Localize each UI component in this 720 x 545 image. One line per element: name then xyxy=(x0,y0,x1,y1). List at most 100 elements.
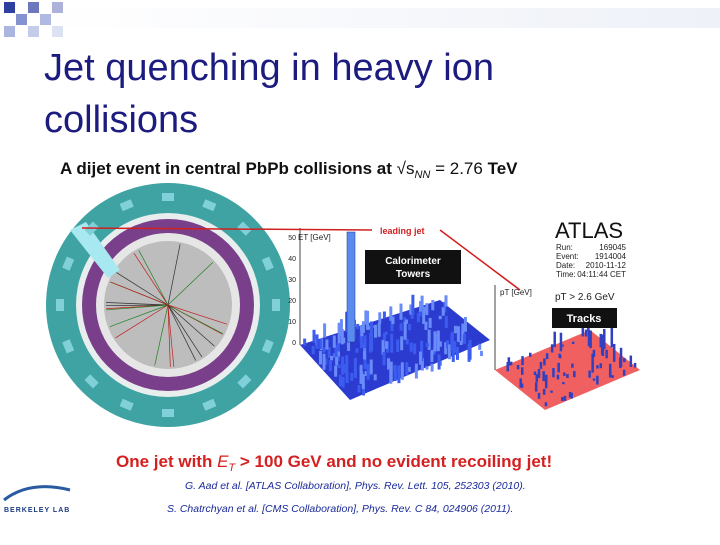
tower xyxy=(430,363,434,372)
chamber xyxy=(237,374,252,389)
track xyxy=(115,271,169,306)
tower xyxy=(382,311,386,319)
atlas-info-value: 04:11:44 CET xyxy=(577,270,626,279)
calorimeter-text: Calorimeter xyxy=(385,256,441,267)
checker-square xyxy=(40,14,51,25)
track-bar xyxy=(559,332,563,352)
track xyxy=(110,281,169,306)
tower xyxy=(389,361,393,382)
tower xyxy=(397,365,401,384)
tower xyxy=(360,326,364,337)
track-bar xyxy=(544,402,548,407)
track-bar xyxy=(629,355,633,367)
calo-tick-label: 30 xyxy=(288,277,296,284)
track-bar xyxy=(552,368,555,378)
chamber xyxy=(56,299,64,311)
chamber xyxy=(62,339,75,354)
tower xyxy=(334,365,338,377)
tower xyxy=(441,307,445,316)
tower xyxy=(330,355,334,361)
title-line-2: collisions xyxy=(44,99,198,141)
tower xyxy=(303,338,307,346)
track-bar xyxy=(519,378,522,388)
chamber xyxy=(119,199,134,212)
track-bar xyxy=(596,375,599,385)
chamber xyxy=(272,299,280,311)
atlas-info-value: 2010-11-12 xyxy=(586,261,627,270)
atlas-info: Run: 169045 Event: 1914004 Date: 2010-11-12 Ti… xyxy=(556,243,627,279)
tower xyxy=(399,303,403,320)
checker-square xyxy=(4,26,15,37)
checker-square xyxy=(28,26,39,37)
track-lines xyxy=(105,244,228,367)
tower xyxy=(391,316,395,325)
track-bar xyxy=(599,333,603,348)
tower xyxy=(405,319,409,324)
callout-arrow xyxy=(81,227,373,231)
track-bar xyxy=(533,371,537,376)
track xyxy=(167,304,215,347)
track-bar xyxy=(573,371,576,378)
heading-unit: TeV xyxy=(488,159,519,178)
tower xyxy=(322,353,326,370)
tower xyxy=(425,303,429,316)
heading-text: A dijet event in central PbPb collisions… xyxy=(60,159,392,178)
tower xyxy=(345,311,349,333)
track-bar xyxy=(557,362,560,373)
tower xyxy=(428,317,432,328)
pt-cut-label: pT > 2.6 GeV xyxy=(555,292,615,303)
tower xyxy=(414,363,418,379)
calo-tick-label: 20 xyxy=(288,298,296,305)
track-bar xyxy=(550,390,553,393)
track-bar xyxy=(570,392,573,399)
track xyxy=(133,253,169,306)
track xyxy=(167,304,197,361)
checker-square xyxy=(4,2,15,13)
tower xyxy=(374,324,378,338)
calorimeter-plot: ET [GeV] 0 10 20 30 40 50 xyxy=(288,228,490,400)
calo-tick-label: 0 xyxy=(292,340,296,347)
calorimeter-box xyxy=(365,250,461,284)
tower xyxy=(338,375,342,387)
conclusion-symbol: E xyxy=(217,452,229,471)
tower xyxy=(359,368,363,384)
header-band xyxy=(40,8,720,28)
atlas-info-value: 1914004 xyxy=(595,252,627,261)
chamber xyxy=(261,339,274,354)
tower xyxy=(455,347,459,360)
tower xyxy=(359,330,363,349)
tower xyxy=(334,344,338,358)
tower xyxy=(340,329,344,345)
track-bar xyxy=(563,395,567,401)
track-bar xyxy=(623,358,626,363)
tower xyxy=(443,301,447,313)
checker-decoration xyxy=(4,2,63,37)
tower xyxy=(345,371,349,384)
tower xyxy=(357,385,361,393)
jet-cone xyxy=(70,222,120,278)
chamber xyxy=(162,409,174,417)
track xyxy=(167,304,224,335)
tower xyxy=(403,317,407,324)
tower xyxy=(342,364,346,374)
tower xyxy=(350,372,354,381)
track xyxy=(109,304,169,327)
tower xyxy=(363,335,367,349)
tower xyxy=(366,363,370,380)
track-bar xyxy=(571,363,574,368)
track-bar xyxy=(588,370,591,378)
tower xyxy=(342,337,346,344)
tower xyxy=(420,295,424,309)
tower xyxy=(322,347,326,353)
tower xyxy=(444,342,448,355)
tower xyxy=(364,371,368,376)
tower xyxy=(341,356,345,375)
tower xyxy=(347,333,351,351)
tower xyxy=(364,310,368,325)
track xyxy=(167,304,175,367)
tower xyxy=(450,333,454,351)
track-bar xyxy=(592,349,596,357)
tower xyxy=(396,339,400,352)
